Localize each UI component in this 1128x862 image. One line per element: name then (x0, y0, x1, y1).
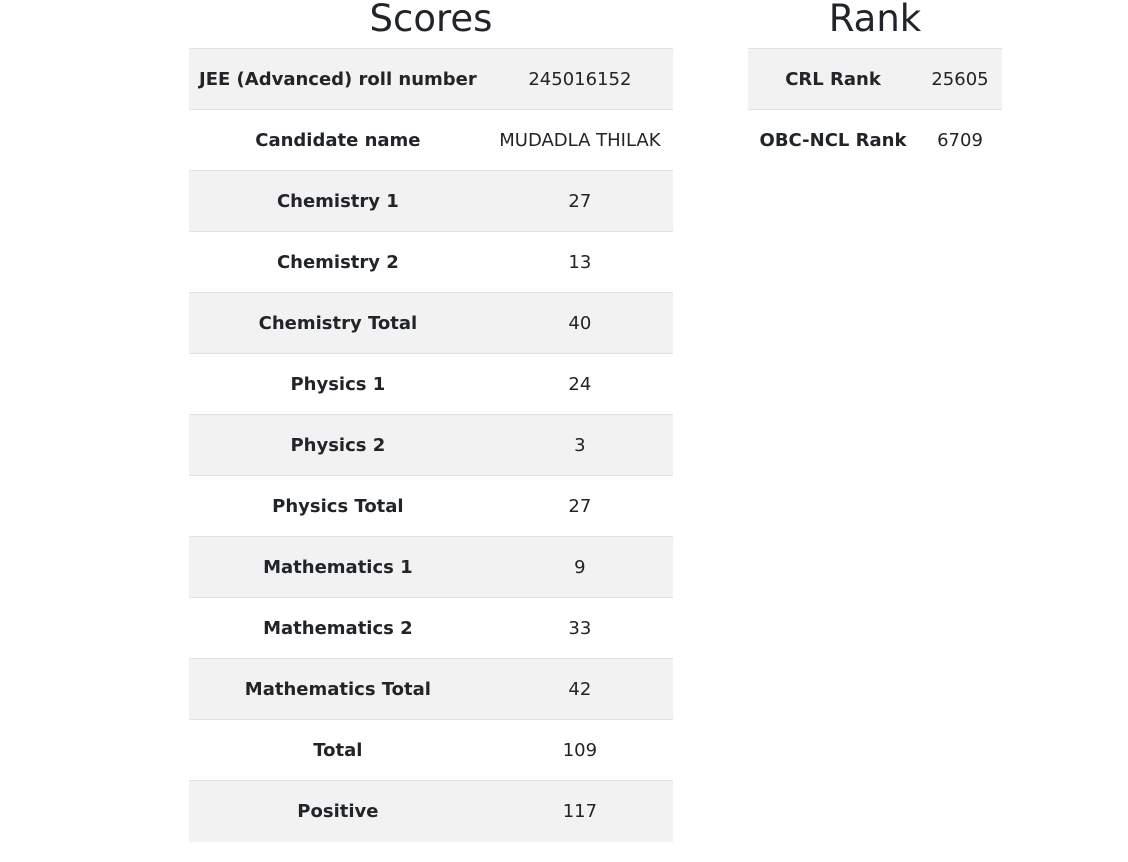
row-value: 6709 (937, 129, 983, 151)
row-label: Mathematics 2 (263, 617, 413, 639)
table-row: Mathematics 1 9 (189, 536, 673, 598)
rank-title: Rank (828, 0, 922, 40)
scores-section: Scores JEE (Advanced) roll number 245016… (189, 0, 673, 842)
scores-table: JEE (Advanced) roll number 245016152 Can… (189, 48, 673, 842)
row-value: 27 (568, 495, 592, 517)
row-label: Mathematics 1 (263, 556, 413, 578)
table-row: Chemistry Total 40 (189, 292, 673, 354)
row-label: Candidate name (255, 129, 421, 151)
row-label: Chemistry 2 (276, 251, 399, 273)
table-row: Candidate name MUDADLA THILAK (189, 109, 673, 171)
table-row: Mathematics Total 42 (189, 658, 673, 720)
row-label: CRL Rank (785, 68, 881, 90)
row-label: Total (313, 739, 363, 761)
row-value: 42 (568, 678, 592, 700)
table-row: Physics 1 24 (189, 353, 673, 415)
table-row: JEE (Advanced) roll number 245016152 (189, 48, 673, 110)
scores-title: Scores (369, 0, 493, 40)
row-label: Physics Total (272, 495, 404, 517)
row-value: 40 (568, 312, 592, 334)
row-label: Chemistry 1 (276, 190, 399, 212)
row-label: Chemistry Total (258, 312, 418, 334)
table-row: Chemistry 1 27 (189, 170, 673, 232)
table-row: CRL Rank 25605 (748, 48, 1002, 110)
row-value: MUDADLA THILAK (499, 129, 661, 151)
row-value: 9 (574, 556, 586, 578)
row-value: 117 (562, 800, 598, 822)
row-value: 25605 (931, 68, 989, 90)
table-row: Chemistry 2 13 (189, 231, 673, 293)
row-label: JEE (Advanced) roll number (199, 68, 477, 90)
row-label: Positive (297, 800, 379, 822)
scores-title-wrap: Scores (189, 0, 673, 48)
row-value: 109 (562, 739, 598, 761)
row-value: 24 (568, 373, 592, 395)
row-value: 13 (568, 251, 592, 273)
table-row: Physics Total 27 (189, 475, 673, 537)
table-row: Physics 2 3 (189, 414, 673, 476)
row-value: 245016152 (528, 68, 632, 90)
row-label: Physics 2 (290, 434, 386, 456)
row-label: Physics 1 (290, 373, 386, 395)
row-value: 33 (568, 617, 592, 639)
table-row: Positive 117 (189, 780, 673, 842)
row-label: OBC-NCL Rank (759, 129, 907, 151)
row-value: 3 (574, 434, 586, 456)
rank-section: Rank CRL Rank 25605 OBC-NCL Rank 6709 (748, 0, 1002, 171)
table-row: OBC-NCL Rank 6709 (748, 109, 1002, 171)
row-value: 27 (568, 190, 592, 212)
table-row: Total 109 (189, 719, 673, 781)
table-row: Mathematics 2 33 (189, 597, 673, 659)
row-label: Mathematics Total (244, 678, 431, 700)
rank-table: CRL Rank 25605 OBC-NCL Rank 6709 (748, 48, 1002, 171)
rank-title-wrap: Rank (748, 0, 1002, 48)
